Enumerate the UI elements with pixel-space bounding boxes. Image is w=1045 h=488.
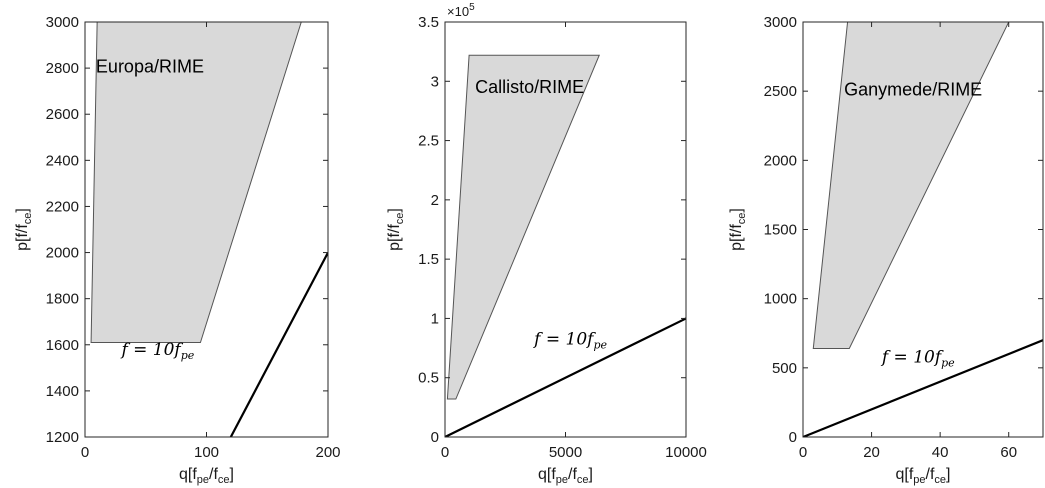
shaded-region [90,22,302,343]
y-tick-label: 1400 [46,383,79,400]
y-tick-label: 2600 [46,106,79,123]
x-tick-label: 200 [315,444,340,461]
equation-label: f = 10fpe [119,340,194,362]
y-tick-label: 3 [431,73,439,90]
panel-title: Callisto/RIME [475,77,584,97]
x-tick-label: 0 [81,444,89,461]
panel-title: Ganymede/RIME [844,79,982,99]
series-line [445,317,686,437]
y-tick-label: 2000 [764,152,797,169]
y-tick-label: 1200 [46,429,79,446]
y-tick-label: 3000 [46,14,79,31]
x-tick-label: 40 [932,444,949,461]
tick-multiplier: ×105 [447,2,475,19]
y-tick-label: 2800 [46,60,79,77]
y-tick-label: 1600 [46,337,79,354]
y-tick-label: 2 [431,192,439,209]
x-tick-label: 10000 [665,444,707,461]
equation-label: f = 10fpe [880,347,955,369]
series-line [803,339,1043,437]
y-tick-label: 0 [789,429,797,446]
panel-2: 0 5000 10000 0 0.5 1 1.5 2 2.5 3 3.5 ×105 q[fpe/fce]… [386,2,707,486]
x-tick-label: 5000 [549,444,582,461]
y-tick-label: 0.5 [418,370,439,387]
y-tick-label: 2500 [764,83,797,100]
y-tick-label: 1.5 [418,251,439,268]
y-axis-label: p[f/fce] [386,208,406,251]
y-tick-label: 0 [431,429,439,446]
y-tick-label: 1 [431,310,439,327]
y-tick-label: 1000 [764,291,797,308]
y-tick-label: 2.5 [418,133,439,150]
x-tick-label: 20 [863,444,880,461]
y-axis-label: p[f/fce] [728,208,748,251]
x-tick-label: 60 [1000,444,1017,461]
y-tick-label: 500 [772,360,797,377]
x-tick-label: 0 [799,444,807,461]
y-tick-label: 2000 [46,245,79,262]
equation-label: f = 10fpe [532,330,607,352]
x-tick-label: 100 [194,444,219,461]
x-axis-label: q[fpe/fce] [895,466,950,486]
y-tick-label: 1800 [46,291,79,308]
y-axis-label: p[f/fce] [14,208,34,251]
y-tick-label: 3000 [764,14,797,31]
shaded-region [446,54,600,400]
x-axis-label: q[fpe/fce] [538,466,593,486]
panel-1: 0 100 200 1200 1400 1600 1800 2000 2200 2400 2600 2… [14,14,341,486]
x-tick-label: 0 [441,444,449,461]
y-tick-label: 3.5 [418,14,439,31]
series-line [229,252,328,437]
x-axis-label: q[fpe/fce] [179,466,234,486]
shaded-region [812,22,1010,349]
panel-3: 0 20 40 60 0 500 1000 1500 2000 2500 3000 q[fpe/fce… [728,14,1044,486]
panel-title: Europa/RIME [96,57,204,77]
y-tick-label: 2200 [46,198,79,215]
y-tick-label: 1500 [764,222,797,239]
y-tick-label: 2400 [46,152,79,169]
